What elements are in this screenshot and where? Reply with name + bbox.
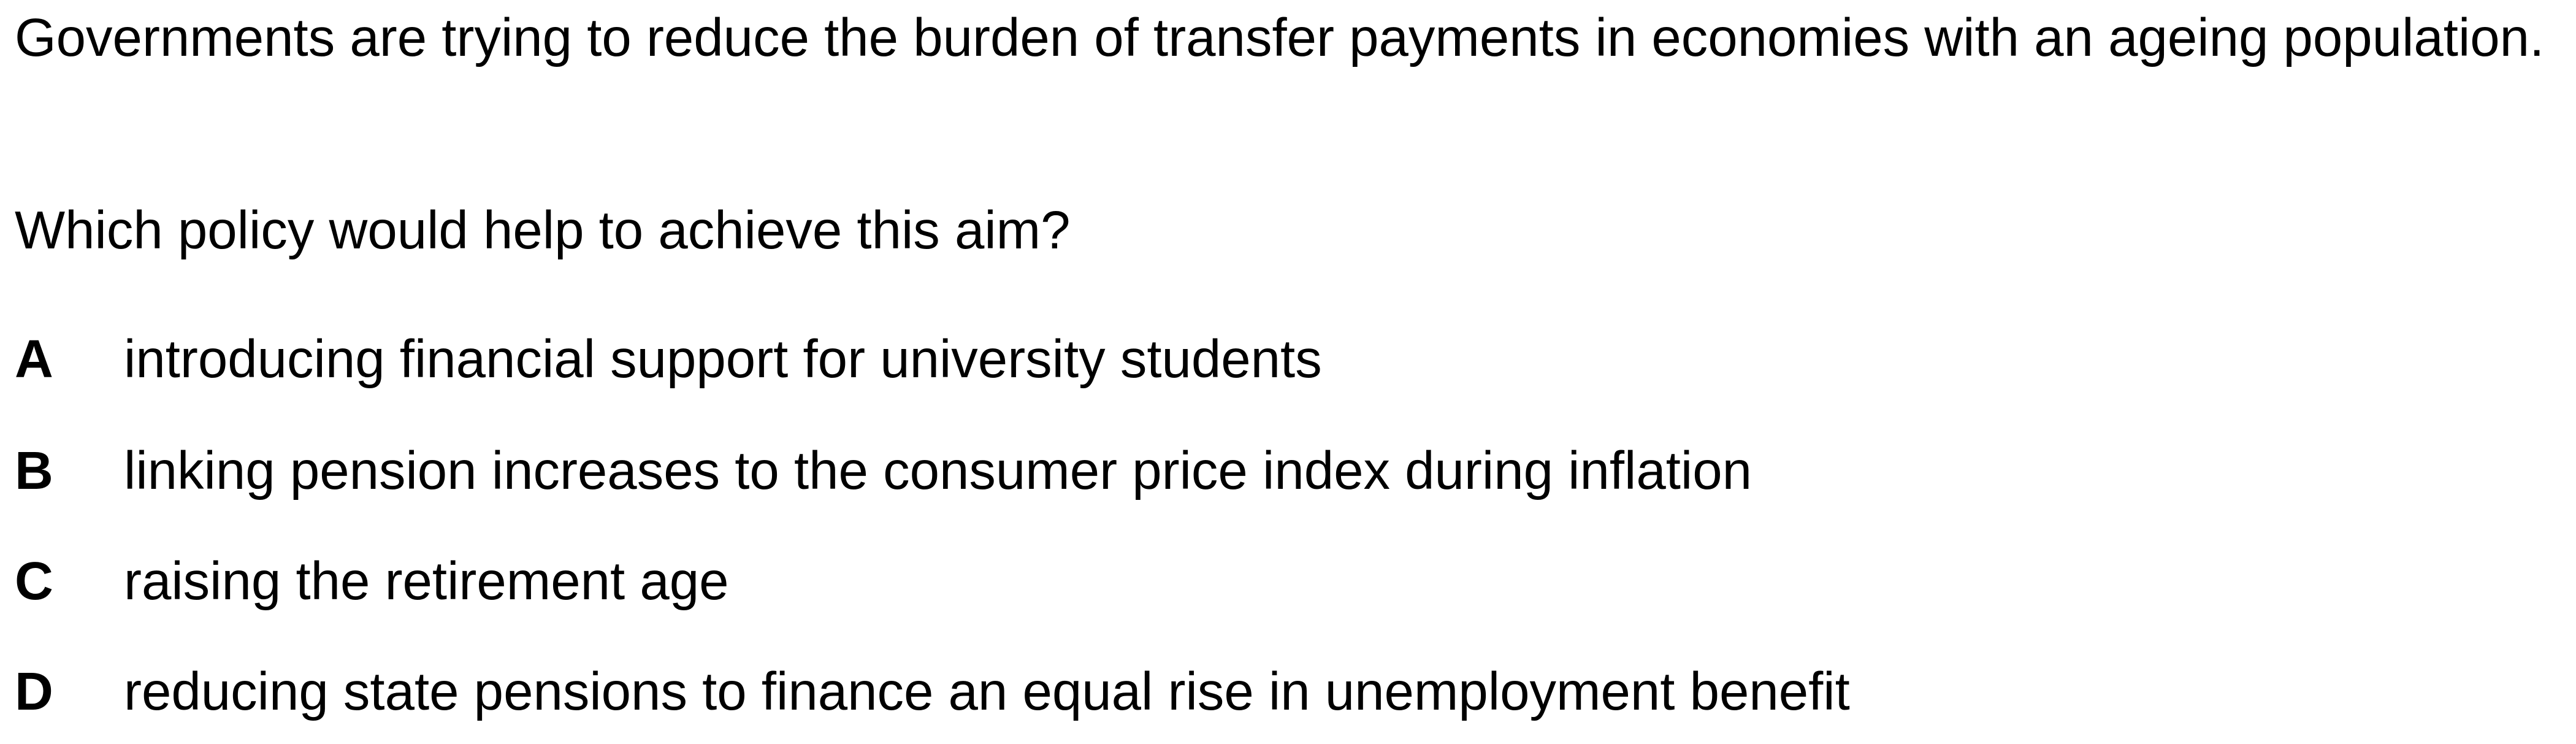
option-letter: B [15, 441, 53, 500]
option-text: raising the retirement age [124, 551, 729, 611]
option-letter: D [15, 662, 53, 721]
option-text: reducing state pensions to finance an eq… [124, 662, 1850, 721]
option-text: introducing financial support for univer… [124, 329, 1322, 389]
option-a[interactable]: A introducing financial support for univ… [15, 326, 1322, 393]
option-b[interactable]: B linking pension increases to the consu… [15, 438, 1752, 504]
option-d[interactable]: D reducing state pensions to finance an … [15, 659, 1850, 725]
option-letter: C [15, 551, 53, 611]
question-prompt: Which policy would help to achieve this … [15, 201, 1071, 260]
option-letter: A [15, 329, 53, 389]
option-c[interactable]: C raising the retirement age [15, 548, 729, 615]
question-stem: Governments are trying to reduce the bur… [15, 8, 2545, 67]
option-text: linking pension increases to the consume… [124, 441, 1752, 500]
